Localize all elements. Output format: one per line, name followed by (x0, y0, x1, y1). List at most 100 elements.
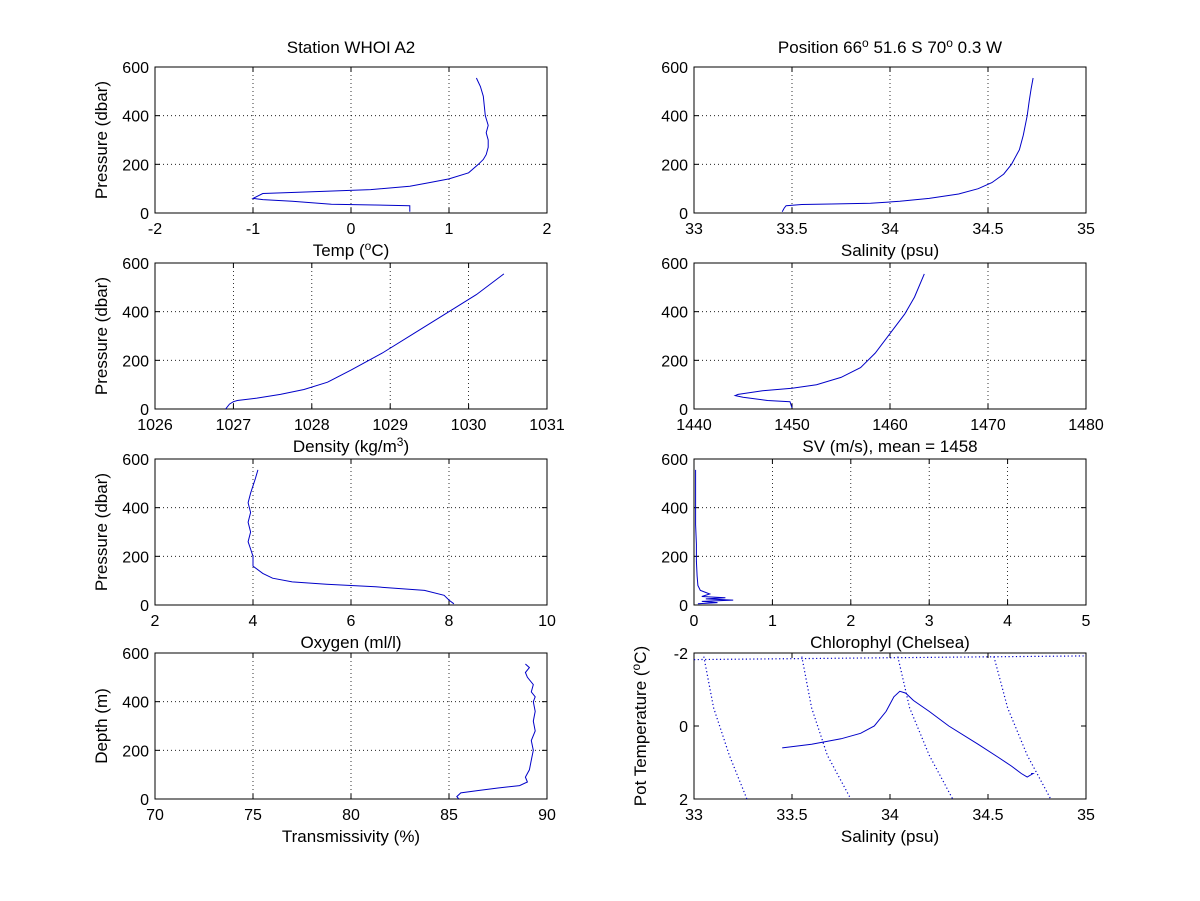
y-tick-label: 0 (679, 206, 688, 223)
x-tick-label: 1450 (774, 417, 810, 434)
y-tick-label: 200 (122, 549, 149, 566)
x-tick-label: 90 (538, 807, 556, 824)
series-line-oxygen (247, 469, 455, 605)
x-tick-label: 10 (538, 613, 556, 630)
x-tick-label: 1031 (529, 417, 565, 434)
y-tick-label: 600 (122, 60, 149, 77)
y-axis-label: Pressure (dbar) (92, 473, 111, 591)
x-axis-label: Transmissivity (%) (282, 827, 420, 846)
x-tick-label: 1030 (451, 417, 487, 434)
x-tick-label: 8 (445, 613, 454, 630)
series-line-salinity (781, 77, 1034, 213)
x-tick-label: 3 (925, 613, 934, 630)
y-tick-label: 600 (661, 256, 688, 273)
x-tick-label: 1027 (216, 417, 252, 434)
x-tick-label: 1 (445, 221, 454, 238)
x-tick-label: 1440 (676, 417, 712, 434)
series-line-isopycnal-2 (801, 656, 852, 799)
y-axis-label: Pressure (dbar) (92, 277, 111, 395)
x-axis-label: Oxygen (ml/l) (300, 633, 401, 652)
y-axis-label: Depth (m) (92, 688, 111, 764)
y-tick-label: 200 (122, 353, 149, 370)
x-axis-label-part: 3 (397, 435, 404, 449)
x-tick-label: 1029 (372, 417, 408, 434)
x-tick-label: 4 (249, 613, 258, 630)
axes-box (693, 458, 1087, 606)
x-tick-label: 33 (685, 221, 703, 238)
subplot-title-part: Position 66 (778, 38, 862, 57)
y-axis-label: Pot Temperature (oC) (629, 646, 650, 806)
series-line-sound-velocity (733, 273, 925, 408)
x-tick-label: 5 (1082, 613, 1091, 630)
series-line-density (225, 273, 505, 409)
x-axis-label-part: Temp ( (313, 241, 365, 260)
y-tick-label: 200 (661, 353, 688, 370)
x-tick-label: 1460 (872, 417, 908, 434)
x-axis-label-part: ) (403, 437, 409, 456)
x-axis-label: Salinity (psu) (841, 241, 939, 260)
x-axis-label-part: C) (371, 241, 389, 260)
x-tick-label: -1 (246, 221, 260, 238)
x-tick-label: 70 (146, 807, 164, 824)
x-tick-label: 34.5 (972, 221, 1003, 238)
x-axis-label: Density (kg/m3) (293, 435, 409, 456)
y-tick-label: 0 (140, 402, 149, 419)
x-axis-label: SV (m/s), mean = 1458 (802, 437, 977, 456)
y-tick-label: 400 (661, 109, 688, 126)
x-tick-label: -2 (148, 221, 162, 238)
x-tick-label: 1480 (1068, 417, 1104, 434)
x-tick-label: 1028 (294, 417, 330, 434)
x-tick-label: 80 (342, 807, 360, 824)
x-tick-label: 4 (1003, 613, 1012, 630)
axes-box (154, 262, 548, 410)
y-tick-label: 200 (661, 157, 688, 174)
x-tick-label: 2 (151, 613, 160, 630)
y-tick-label: 400 (122, 695, 149, 712)
x-tick-label: 85 (440, 807, 458, 824)
x-tick-label: 33.5 (776, 807, 807, 824)
subplot-title-part: 0.3 W (953, 38, 1002, 57)
x-tick-label: 75 (244, 807, 262, 824)
y-axis-label-part: C) (631, 646, 650, 664)
x-axis-label-part: o (365, 239, 372, 253)
x-tick-label: 2 (543, 221, 552, 238)
x-tick-label: 1026 (137, 417, 173, 434)
y-axis-label-part: o (629, 663, 643, 670)
x-tick-label: 34 (881, 221, 899, 238)
series-line-temp (251, 77, 489, 212)
subplot-oxygen: 2 4 6 8 10 0 200 400 600 Oxygen (ml/l) Pressure (d… (92, 452, 556, 652)
subplot-title-part: 51.6 S 70 (869, 38, 947, 57)
series-line-freezing-line (694, 655, 1086, 661)
y-tick-label: -2 (674, 646, 688, 663)
subplot-chlorophyll: 0 1 2 3 4 5 0 200 400 600 Chlorophyl (Chelsea) (661, 452, 1090, 652)
subplot-title-part: o (862, 36, 869, 50)
subplot-density: 1026 1027 1028 1029 1030 1031 0 200 400 600 Densit… (92, 256, 565, 456)
x-axis-label: Chlorophyl (Chelsea) (810, 633, 970, 652)
x-tick-label: 35 (1077, 221, 1095, 238)
y-tick-label: 0 (679, 598, 688, 615)
y-tick-label: 400 (661, 305, 688, 322)
y-tick-label: 200 (661, 549, 688, 566)
x-tick-label: 1 (768, 613, 777, 630)
series-line-chlorophyll (695, 469, 734, 605)
x-axis-label-part: Density (kg/m (293, 437, 397, 456)
x-axis-label: Salinity (psu) (841, 827, 939, 846)
y-tick-label: 400 (122, 109, 149, 126)
series-line-isopycnal-1 (703, 656, 748, 799)
y-tick-label: 0 (140, 598, 149, 615)
y-tick-label: 600 (122, 646, 149, 663)
x-tick-label: 2 (846, 613, 855, 630)
subplot-sound-velocity: 1440 1450 1460 1470 1480 0 200 400 600 SV (m/s), … (661, 256, 1104, 456)
x-tick-label: 0 (690, 613, 699, 630)
y-tick-label: 600 (661, 452, 688, 469)
x-tick-label: 35 (1077, 807, 1095, 824)
y-tick-label: 200 (122, 743, 149, 760)
x-tick-label: 0 (347, 221, 356, 238)
series-line-ts-profile (782, 690, 1035, 778)
subplot-title: Position 66o 51.6 S 70o 0.3 W (778, 36, 1002, 57)
subplot-ts-diagram: 33 33.5 34 34.5 35 -2 0 2 Salinity (psu) Pot Temp… (629, 646, 1095, 846)
series-line-isopycnal-4 (993, 656, 1052, 799)
